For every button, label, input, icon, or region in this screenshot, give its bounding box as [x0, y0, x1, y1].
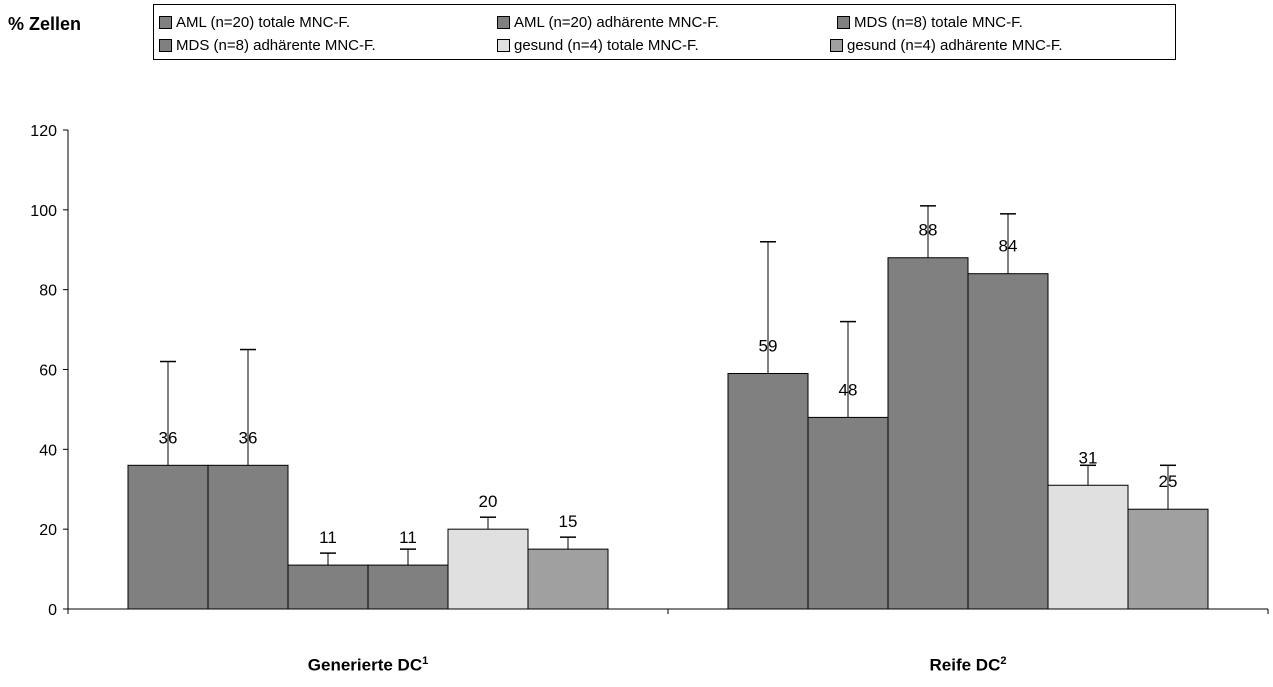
legend-label: MDS (n=8) totale MNC-F.: [854, 13, 1023, 31]
bar: [287, 564, 369, 610]
data-label: 25: [1159, 472, 1178, 491]
legend-swatch: [837, 15, 850, 29]
bar: [527, 548, 609, 610]
data-label: 36: [159, 428, 178, 447]
data-label: 48: [839, 380, 858, 399]
bar: [367, 564, 449, 610]
legend-swatch: [497, 15, 510, 29]
y-axis-label: % Zellen: [8, 14, 82, 34]
legend-label: MDS (n=8) adhärente MNC-F.: [176, 36, 376, 54]
legend-item-aml-adherent: AML (n=20) adhärente MNC-F.: [497, 11, 719, 33]
bar: [207, 464, 289, 610]
y-tick-label: 0: [48, 602, 57, 619]
legend-swatch: [159, 15, 172, 29]
data-label: 84: [999, 237, 1018, 256]
bar: [727, 372, 809, 610]
legend-item-aml-total: AML (n=20) totale MNC-F.: [159, 11, 350, 33]
legend-item-mds-total: MDS (n=8) totale MNC-F.: [837, 11, 1023, 33]
legend-swatch: [830, 38, 843, 52]
bar: [967, 273, 1049, 610]
legend-swatch: [497, 38, 510, 52]
legend-item-healthy-adherent: gesund (n=4) adhärente MNC-F.: [830, 34, 1063, 56]
bar: [447, 528, 529, 610]
x-category-label: Reife DC2: [929, 655, 1007, 675]
legend-item-mds-adherent: MDS (n=8) adhärente MNC-F.: [159, 34, 376, 56]
y-tick-label: 80: [39, 283, 57, 300]
y-tick-label: 40: [39, 442, 57, 459]
bar: [887, 257, 969, 610]
data-label: 88: [919, 221, 938, 240]
y-tick-label: 20: [39, 522, 57, 539]
data-label: 20: [479, 492, 498, 511]
legend-swatch: [159, 38, 172, 52]
bar: [1127, 508, 1209, 610]
legend: AML (n=20) totale MNC-F. AML (n=20) adhä…: [153, 4, 1176, 60]
x-category-label: Generierte DC1: [307, 655, 429, 675]
data-label: 59: [759, 336, 778, 355]
legend-label: AML (n=20) adhärente MNC-F.: [514, 13, 719, 31]
legend-item-healthy-total: gesund (n=4) totale MNC-F.: [497, 34, 699, 56]
data-label: 15: [559, 512, 578, 531]
y-tick-label: 120: [30, 123, 57, 140]
y-tick-label: 60: [39, 363, 57, 380]
data-label: 31: [1079, 448, 1098, 467]
bar: [807, 416, 889, 610]
legend-label: gesund (n=4) totale MNC-F.: [514, 36, 699, 54]
data-label: 11: [399, 528, 417, 547]
legend-label: AML (n=20) totale MNC-F.: [176, 13, 351, 31]
data-label: 11: [319, 528, 337, 547]
y-tick-label: 100: [30, 203, 57, 220]
legend-label: gesund (n=4) adhärente MNC-F.: [847, 36, 1063, 54]
bar: [1047, 484, 1129, 610]
bar: [127, 464, 209, 610]
data-label: 36: [239, 428, 258, 447]
